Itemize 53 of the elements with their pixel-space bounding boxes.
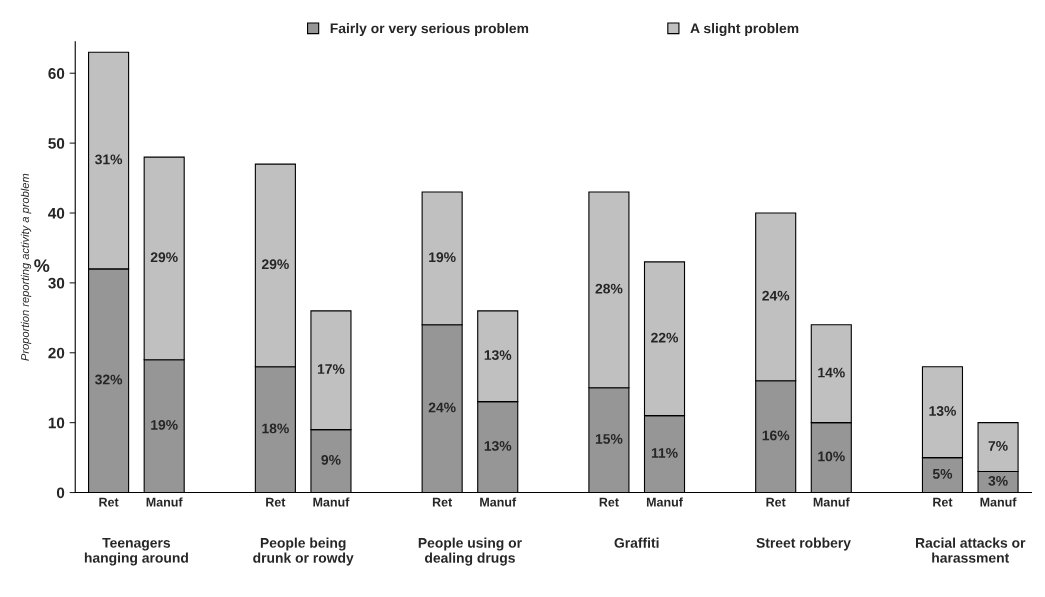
data-label: 13% (929, 406, 956, 416)
x-tick-label: Manuf (480, 497, 517, 507)
data-label: 19% (429, 252, 456, 263)
text: % (34, 259, 50, 272)
data-label: 17% (317, 364, 345, 374)
data-label: 29% (150, 252, 178, 263)
x-tick-label: Ret (599, 497, 619, 507)
y-axis-title: Proportion reporting activity a problem (20, 173, 32, 361)
x-tick-label: Ret (99, 497, 119, 507)
x-tick-label: Manuf (813, 497, 850, 507)
data-label: 11% (651, 448, 678, 458)
y-tick-label: 30 (48, 277, 65, 289)
text: People being drunk or rowdy (253, 537, 354, 566)
y-tick-label: 50 (48, 137, 65, 149)
data-label: 5% (932, 468, 953, 479)
data-label: 18% (262, 423, 289, 434)
y-tick-label: 40 (48, 207, 65, 219)
data-label: 13% (484, 350, 512, 360)
x-tick-label: Manuf (313, 497, 350, 507)
data-label: 31% (95, 154, 123, 165)
x-tick-label: Ret (432, 497, 453, 507)
x-tick-label: Manuf (146, 497, 183, 507)
text: Teenagers hanging around (84, 538, 188, 566)
data-label: 22% (651, 332, 679, 343)
data-label: 9% (321, 454, 341, 465)
text: Street robbery (756, 537, 851, 551)
y-tick-label: 20 (48, 347, 65, 359)
y-tick-label: 0 (56, 487, 65, 499)
data-label: 7% (988, 441, 1008, 451)
data-label: 19% (151, 420, 178, 430)
data-label: 10% (818, 451, 845, 462)
x-tick-label: Manuf (980, 497, 1017, 507)
data-label: 13% (484, 441, 512, 451)
data-label: 24% (762, 290, 790, 301)
x-tick-label: Ret (933, 497, 953, 507)
data-label: 15% (595, 434, 623, 444)
text: Graffiti (614, 537, 659, 548)
text: Racial attacks or harassment (916, 537, 1026, 563)
y-tick-label: 60 (48, 68, 65, 79)
x-tick-label: Ret (266, 497, 286, 507)
data-label: 32% (95, 374, 123, 385)
legend-label: A slight problem (690, 23, 799, 37)
x-tick-label: Ret (766, 497, 786, 507)
x-tick-label: Manuf (646, 497, 683, 507)
data-label: 3% (988, 475, 1008, 486)
data-label: 24% (428, 402, 456, 413)
legend-label: Fairly or very serious problem (330, 23, 529, 36)
text: People using or dealing drugs (418, 537, 522, 566)
data-label: 16% (762, 430, 790, 441)
y-tick-label: 10 (48, 417, 65, 429)
data-label: 14% (818, 367, 845, 378)
data-label: 28% (595, 283, 623, 294)
data-label: 29% (261, 259, 289, 270)
